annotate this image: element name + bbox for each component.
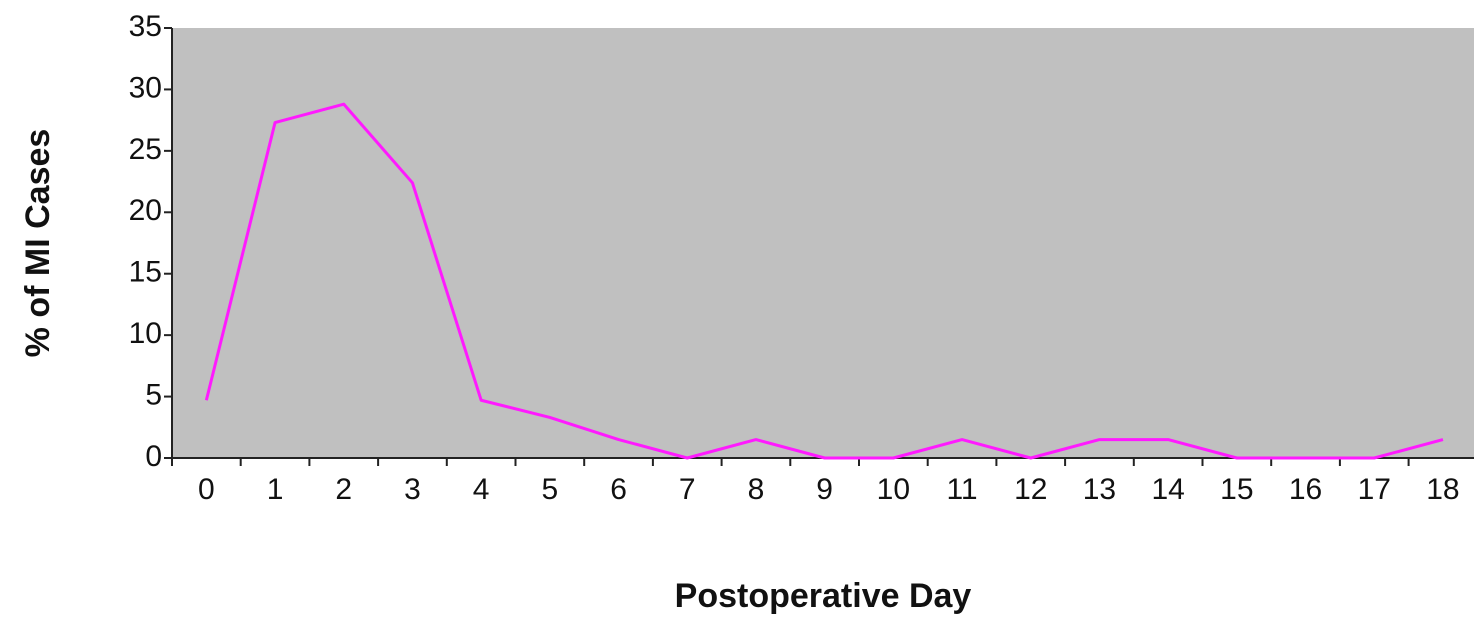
x-tick-label: 18 (1426, 473, 1459, 506)
y-tick-label: 30 (129, 71, 162, 104)
data-line (204, 102, 1444, 460)
x-tick-label: 8 (748, 473, 765, 506)
y-tick-label: 20 (129, 194, 162, 227)
x-tick-label: 15 (1220, 473, 1253, 506)
x-tick-label: 9 (816, 473, 833, 506)
x-tick-label: 5 (542, 473, 559, 506)
y-tick-label: 0 (145, 440, 162, 473)
x-tick-label: 7 (679, 473, 696, 506)
plot-area (172, 28, 1474, 458)
x-tick-label: 6 (610, 473, 627, 506)
x-tick-label: 3 (404, 473, 421, 506)
y-tick-label: 35 (129, 10, 162, 43)
x-tick-label: 2 (335, 473, 352, 506)
x-tick-label: 0 (198, 473, 215, 506)
x-tick-label: 14 (1151, 473, 1184, 506)
y-tick-label: 25 (129, 133, 162, 166)
x-tick-label: 4 (473, 473, 490, 506)
x-tick-label: 12 (1014, 473, 1047, 506)
x-tick-label: 1 (267, 473, 284, 506)
y-tick-label: 5 (145, 378, 162, 411)
y-tick-label: 15 (129, 256, 162, 289)
x-axis-title: Postoperative Day (675, 577, 972, 615)
y-tick-label: 10 (129, 317, 162, 350)
x-tick-label: 16 (1289, 473, 1322, 506)
y-axis-title: % of MI Cases (19, 129, 57, 358)
x-tick-label: 17 (1358, 473, 1391, 506)
x-tick-label: 10 (877, 473, 910, 506)
x-tick-label: 13 (1083, 473, 1116, 506)
x-tick-label: 11 (946, 473, 977, 506)
